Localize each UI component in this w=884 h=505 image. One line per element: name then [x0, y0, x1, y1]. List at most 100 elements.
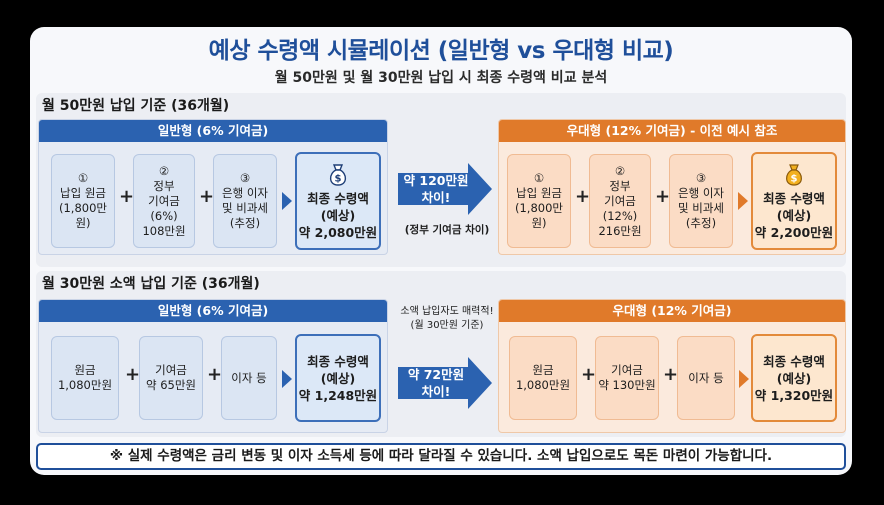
preferred-panel: 우대형 (12% 기여금) - 이전 예시 참조 ① 납입 원금 (1,800만…	[498, 119, 846, 255]
box-label: 이자 등	[688, 370, 724, 385]
panel-header: 일반형 (6% 기여금)	[39, 120, 387, 142]
panel-header: 우대형 (12% 기여금) - 이전 예시 참조	[499, 120, 845, 142]
final-amount-box: $ 최종 수령액 (예상) 약 2,200만원	[751, 152, 837, 250]
box-note: (추정)	[229, 216, 261, 230]
note-line: 소액 납입자도 매력적!	[400, 306, 494, 317]
difference-label: 차이!	[421, 384, 451, 399]
section-title: 월 50만원 납입 기준 (36개월)	[42, 98, 230, 114]
step-number: ③	[239, 171, 251, 185]
box-label: 정부	[153, 178, 175, 193]
box-value: 약 130만원	[598, 378, 656, 392]
infographic-card: 예상 수령액 시뮬레이션 (일반형 vs 우대형 비교) 월 50만원 및 월 …	[30, 27, 852, 475]
box-value: 216만원	[598, 223, 642, 238]
arrow-note: (정부 기여금 차이)	[404, 224, 490, 236]
svg-text:$: $	[791, 173, 798, 184]
final-note: (예상)	[776, 370, 812, 386]
box-value: 1,080만원	[515, 378, 571, 392]
plus-icon: +	[581, 364, 597, 385]
final-value: 약 1,320만원	[754, 387, 834, 403]
box-label: 기여금	[155, 363, 187, 377]
plus-icon: +	[199, 186, 215, 207]
box-label: 납입 원금	[60, 186, 106, 200]
interest-box: ③ 은행 이자 및 비과세 (추정)	[669, 154, 733, 248]
box-label: 은행 이자	[678, 186, 724, 200]
difference-label: 차이!	[421, 190, 451, 205]
final-label: 최종 수령액	[763, 190, 825, 206]
section-title: 월 30만원 소액 납입 기준 (36개월)	[42, 276, 260, 292]
money-bag-icon: $	[786, 163, 802, 186]
page-subtitle: 월 50만원 및 월 30만원 납입 시 최종 수령액 비교 분석	[274, 70, 608, 86]
small-payer-note: 소액 납입자도 매력적! (월 30만원 기준)	[390, 305, 504, 333]
section-30man: 월 30만원 소액 납입 기준 (36개월) 일반형 (6% 기여금) 원금 1…	[36, 271, 846, 437]
final-value: 약 2,200만원	[754, 224, 834, 240]
box-label: 및 비과세	[678, 201, 724, 215]
final-note: (예상)	[320, 207, 356, 223]
box-value: 약 65만원	[145, 378, 197, 392]
box-label: 이자 등	[231, 370, 267, 385]
box-value: 108만원	[142, 223, 186, 238]
step-number: ①	[533, 171, 545, 185]
step-number: ①	[77, 171, 89, 185]
plus-icon: +	[663, 364, 679, 385]
box-rate: (6%)	[150, 208, 178, 223]
principal-box: ① 납입 원금 (1,800만원)	[507, 154, 571, 248]
box-label: 원금	[74, 363, 96, 377]
final-amount-box: 최종 수령액 (예상) 약 1,248만원	[295, 334, 381, 422]
svg-text:$: $	[335, 173, 342, 184]
difference-arrow: 약 72만원 차이!	[398, 357, 492, 409]
principal-box: 원금 1,080만원	[509, 336, 577, 420]
plus-icon: +	[575, 186, 591, 207]
contribution-box: 기여금 약 65만원	[139, 336, 203, 420]
panel-header: 우대형 (12% 기여금)	[499, 300, 845, 322]
box-note: (추정)	[685, 216, 717, 230]
arrow-right-icon	[282, 192, 292, 210]
box-label: 정부	[609, 178, 631, 193]
final-note: (예상)	[320, 370, 356, 386]
arrow-right-icon	[738, 192, 748, 210]
plus-icon: +	[125, 364, 141, 385]
plus-icon: +	[207, 364, 223, 385]
general-panel: 일반형 (6% 기여금) ① 납입 원금 (1,800만원) + ② 정부 기여…	[38, 119, 388, 255]
difference-arrow: 약 120만원 차이!	[398, 163, 492, 215]
panel-header: 일반형 (6% 기여금)	[39, 300, 387, 322]
final-value: 약 1,248만원	[298, 387, 378, 403]
final-label: 최종 수령액	[763, 353, 825, 369]
difference-value: 약 120만원	[403, 173, 469, 188]
box-label: 기여금	[604, 193, 636, 208]
box-label: 원금	[532, 363, 554, 377]
disclaimer-footer: ※ 실제 수령액은 금리 변동 및 이자 소득세 등에 따라 달라질 수 있습니…	[36, 443, 846, 470]
preferred-panel: 우대형 (12% 기여금) 원금 1,080만원 + 기여금 약 130만원 +…	[498, 299, 846, 433]
final-amount-box: $ 최종 수령액 (예상) 약 2,080만원	[295, 152, 381, 250]
big-arrow-icon	[398, 357, 492, 409]
interest-box: 이자 등	[677, 336, 735, 420]
plus-icon: +	[655, 186, 671, 207]
big-arrow-icon	[398, 163, 492, 215]
box-value: (1,800만원)	[515, 201, 563, 230]
interest-box: ③ 은행 이자 및 비과세 (추정)	[213, 154, 277, 248]
step-number: ②	[158, 163, 170, 178]
step-number: ③	[695, 171, 707, 185]
final-label: 최종 수령액	[307, 353, 369, 369]
arrow-right-icon	[282, 370, 292, 388]
box-label: 납입 원금	[516, 186, 562, 200]
final-note: (예상)	[776, 207, 812, 223]
box-label: 기여금	[611, 363, 643, 377]
box-value: (1,800만원)	[59, 201, 107, 230]
interest-box: 이자 등	[221, 336, 277, 420]
step-number: ②	[614, 163, 626, 178]
final-label: 최종 수령액	[307, 190, 369, 206]
principal-box: ① 납입 원금 (1,800만원)	[51, 154, 115, 248]
page-title: 예상 수령액 시뮬레이션 (일반형 vs 우대형 비교)	[208, 38, 674, 64]
contribution-box: ② 정부 기여금 (6%) 108만원	[133, 154, 195, 248]
final-amount-box: 최종 수령액 (예상) 약 1,320만원	[751, 334, 837, 422]
contribution-box: 기여금 약 130만원	[595, 336, 659, 420]
plus-icon: +	[119, 186, 135, 207]
box-label: 및 비과세	[222, 201, 268, 215]
box-value: 1,080만원	[57, 378, 113, 392]
difference-value: 약 72만원	[407, 367, 465, 382]
money-bag-icon: $	[329, 163, 347, 186]
note-line: (월 30만원 기준)	[410, 320, 484, 331]
general-panel: 일반형 (6% 기여금) 원금 1,080만원 + 기여금 약 65만원 + 이…	[38, 299, 388, 433]
section-50man: 월 50만원 납입 기준 (36개월) 일반형 (6% 기여금) ① 납입 원금…	[36, 93, 846, 267]
box-label: 기여금	[148, 193, 180, 208]
